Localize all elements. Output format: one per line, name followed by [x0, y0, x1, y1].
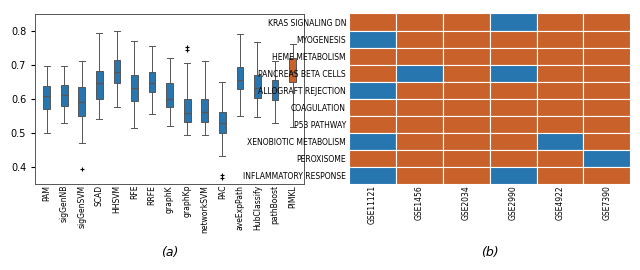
Bar: [584, 48, 630, 65]
Bar: [349, 99, 396, 116]
Bar: [443, 99, 490, 116]
Bar: [584, 167, 630, 184]
Bar: [61, 85, 68, 106]
Bar: [349, 31, 396, 48]
Bar: [349, 133, 396, 150]
Bar: [443, 167, 490, 184]
Bar: [396, 48, 443, 65]
Bar: [536, 99, 584, 116]
Bar: [396, 133, 443, 150]
Bar: [490, 133, 536, 150]
Bar: [131, 75, 138, 101]
Bar: [396, 65, 443, 82]
Bar: [443, 31, 490, 48]
Bar: [490, 14, 536, 31]
Bar: [396, 31, 443, 48]
Bar: [396, 116, 443, 133]
Bar: [443, 65, 490, 82]
Bar: [536, 65, 584, 82]
Bar: [349, 82, 396, 99]
Bar: [237, 67, 243, 89]
Bar: [396, 99, 443, 116]
Bar: [271, 80, 278, 100]
Bar: [584, 14, 630, 31]
Bar: [443, 133, 490, 150]
Bar: [584, 31, 630, 48]
Bar: [219, 112, 226, 133]
Text: (b): (b): [481, 246, 499, 259]
Bar: [79, 87, 85, 116]
Bar: [490, 82, 536, 99]
Bar: [490, 150, 536, 167]
Bar: [443, 48, 490, 65]
Bar: [536, 31, 584, 48]
Bar: [536, 150, 584, 167]
Bar: [584, 65, 630, 82]
Bar: [349, 48, 396, 65]
Bar: [443, 116, 490, 133]
Bar: [584, 150, 630, 167]
Bar: [349, 167, 396, 184]
Text: (a): (a): [161, 246, 179, 259]
Bar: [254, 75, 260, 98]
Bar: [490, 99, 536, 116]
Bar: [490, 65, 536, 82]
Bar: [202, 99, 208, 122]
Bar: [349, 65, 396, 82]
Bar: [349, 116, 396, 133]
Bar: [184, 99, 191, 122]
Bar: [443, 14, 490, 31]
Bar: [490, 31, 536, 48]
Bar: [289, 58, 296, 82]
Bar: [536, 133, 584, 150]
Bar: [349, 150, 396, 167]
Bar: [396, 167, 443, 184]
Bar: [536, 82, 584, 99]
Bar: [490, 116, 536, 133]
Bar: [584, 133, 630, 150]
Bar: [148, 72, 156, 92]
Bar: [490, 48, 536, 65]
Bar: [584, 99, 630, 116]
Bar: [396, 150, 443, 167]
Bar: [396, 82, 443, 99]
Bar: [536, 116, 584, 133]
Bar: [443, 150, 490, 167]
Bar: [443, 82, 490, 99]
Bar: [96, 71, 102, 99]
Bar: [396, 14, 443, 31]
Bar: [536, 167, 584, 184]
Bar: [490, 167, 536, 184]
Bar: [584, 82, 630, 99]
Bar: [166, 83, 173, 107]
Bar: [349, 14, 396, 31]
Bar: [536, 48, 584, 65]
Bar: [584, 116, 630, 133]
Bar: [44, 86, 50, 109]
Bar: [113, 60, 120, 83]
Bar: [536, 14, 584, 31]
